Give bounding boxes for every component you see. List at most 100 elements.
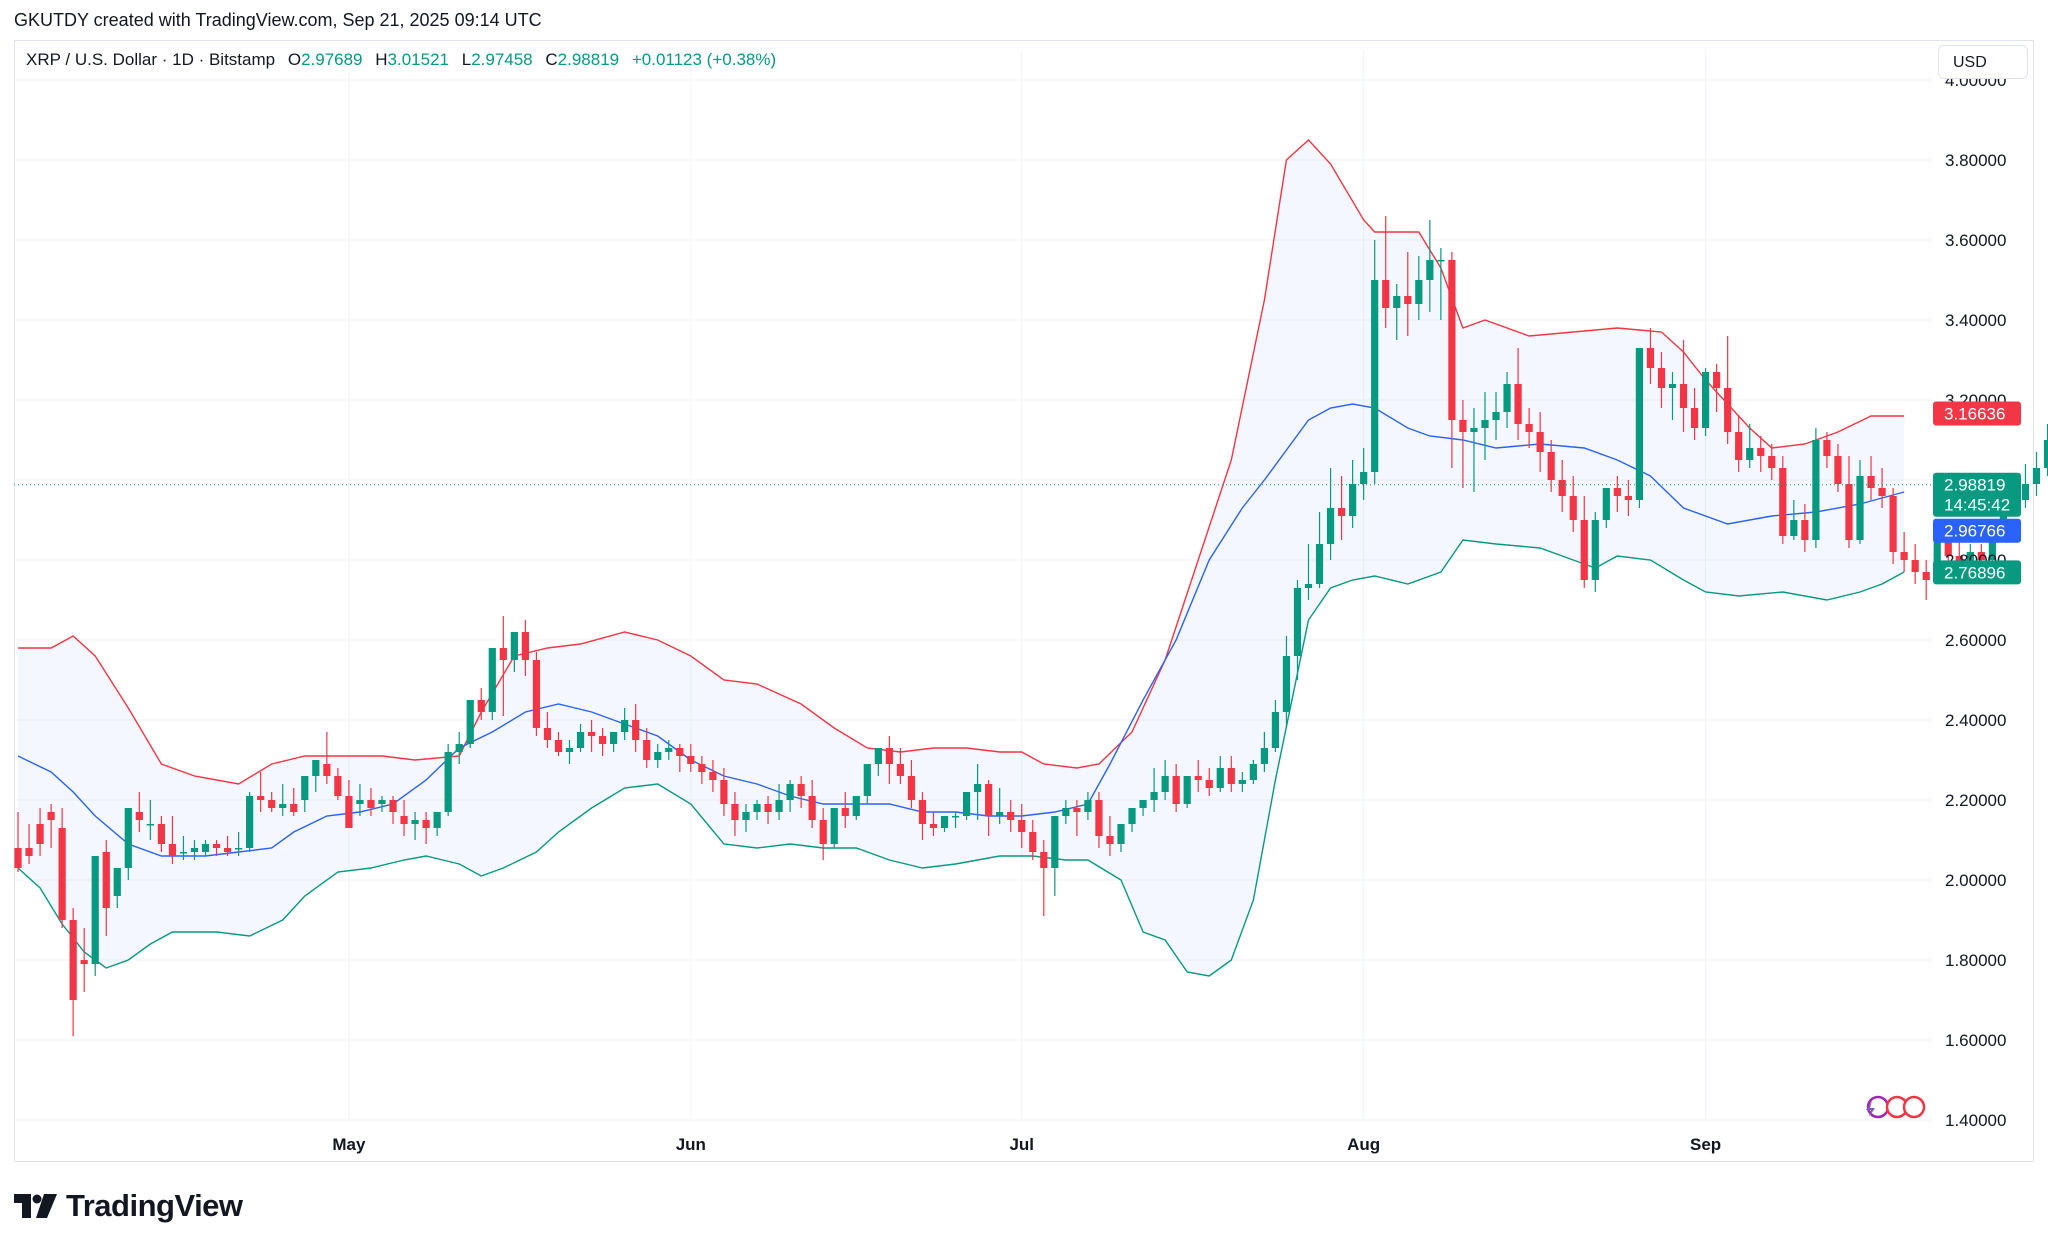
candle-body [25, 848, 33, 856]
price-tick-label: 3.60000 [1945, 231, 2006, 250]
candle-body [323, 764, 331, 776]
candle-body [1668, 384, 1677, 388]
candle [1293, 580, 1302, 680]
candle [742, 804, 750, 832]
candle [1911, 544, 1919, 584]
candle [1889, 488, 1897, 564]
candle [687, 744, 695, 772]
candle-body [1007, 812, 1015, 820]
candle-body [455, 744, 463, 752]
candle-body [1746, 448, 1754, 460]
candle [279, 784, 287, 816]
candle [1668, 372, 1677, 420]
candle [532, 652, 541, 736]
candle-body [665, 748, 673, 752]
lower-band-tag-label: 2.76896 [1944, 563, 2005, 582]
grid-lines [14, 50, 1932, 1121]
candle [14, 812, 22, 872]
candle-body [1426, 260, 1434, 280]
candle-body [58, 828, 66, 920]
candle [257, 772, 265, 812]
currency-button[interactable]: USD [1938, 45, 2028, 79]
candle-body [985, 784, 993, 816]
candle [1315, 512, 1324, 588]
candle [91, 856, 99, 976]
candle [576, 724, 585, 752]
close-label: C [545, 50, 558, 69]
candle-body [2032, 468, 2041, 484]
candle-body [1812, 440, 1820, 540]
candle-body [1238, 780, 1246, 784]
candle [290, 788, 298, 816]
candle [1690, 388, 1699, 440]
candle-body [819, 820, 827, 844]
candle-body [1040, 852, 1048, 868]
candle [488, 648, 496, 720]
candle-body [1558, 480, 1566, 496]
candle-body [1801, 520, 1809, 540]
candle [962, 792, 971, 820]
candle [1249, 760, 1257, 784]
candle [1536, 412, 1544, 472]
candle-body [1216, 768, 1224, 788]
candle [1547, 440, 1555, 492]
candle-body [764, 804, 772, 812]
candle [1812, 428, 1820, 548]
candle-body [996, 812, 1004, 816]
high-value: 3.01521 [387, 50, 449, 69]
candle [1183, 776, 1191, 808]
candle-body [1878, 488, 1886, 496]
candle [1525, 408, 1533, 448]
candle-body [1580, 520, 1588, 580]
dividends-markers-icon[interactable] [1866, 1095, 1926, 1119]
price-tick-label: 2.20000 [1945, 791, 2006, 810]
candle [1172, 764, 1180, 812]
candle-body [113, 868, 121, 896]
time-tick-label: Sep [1690, 1135, 1721, 1154]
candle [1635, 348, 1644, 508]
tradingview-logo[interactable]: TradingView [14, 1186, 243, 1226]
candle [1404, 252, 1412, 336]
candle-body [1492, 412, 1500, 420]
candle-body [1249, 764, 1257, 780]
candle-body [962, 792, 971, 816]
candle-body [1856, 476, 1864, 540]
candle [157, 816, 165, 852]
candle [1338, 476, 1346, 540]
candle [554, 732, 563, 756]
candle [1415, 256, 1423, 320]
candle [1238, 772, 1246, 792]
candle-body [1062, 808, 1070, 816]
candle [168, 816, 177, 864]
last-price-tag-label: 2.98819 [1944, 476, 2005, 495]
candle-body [554, 740, 563, 752]
candle-body [301, 776, 309, 800]
brand-name: TradingView [66, 1188, 243, 1223]
candle-body [1459, 420, 1467, 432]
candle [80, 928, 88, 992]
last-price-tag [1933, 472, 2021, 517]
candle [499, 616, 507, 716]
candle [1271, 700, 1280, 752]
candle-body [334, 776, 342, 796]
candle-body [124, 808, 132, 868]
candle [731, 792, 739, 836]
candle [996, 788, 1004, 824]
chart-frame [14, 40, 2034, 1162]
candle-body [1922, 572, 1930, 580]
candle-body [521, 632, 529, 660]
candle-body [929, 824, 938, 828]
high-label: H [375, 50, 388, 69]
candle-body [345, 796, 353, 828]
candle-body [907, 776, 916, 800]
candle-body [444, 752, 452, 812]
candle-body [1646, 348, 1655, 368]
candle [753, 800, 761, 820]
candle [1602, 488, 1610, 528]
candle-body [279, 804, 287, 808]
candle-body [1106, 836, 1114, 844]
symbol-title[interactable]: XRP / U.S. Dollar · 1D · Bitstamp [26, 50, 276, 69]
candle [587, 720, 596, 752]
candle-body [896, 764, 904, 776]
